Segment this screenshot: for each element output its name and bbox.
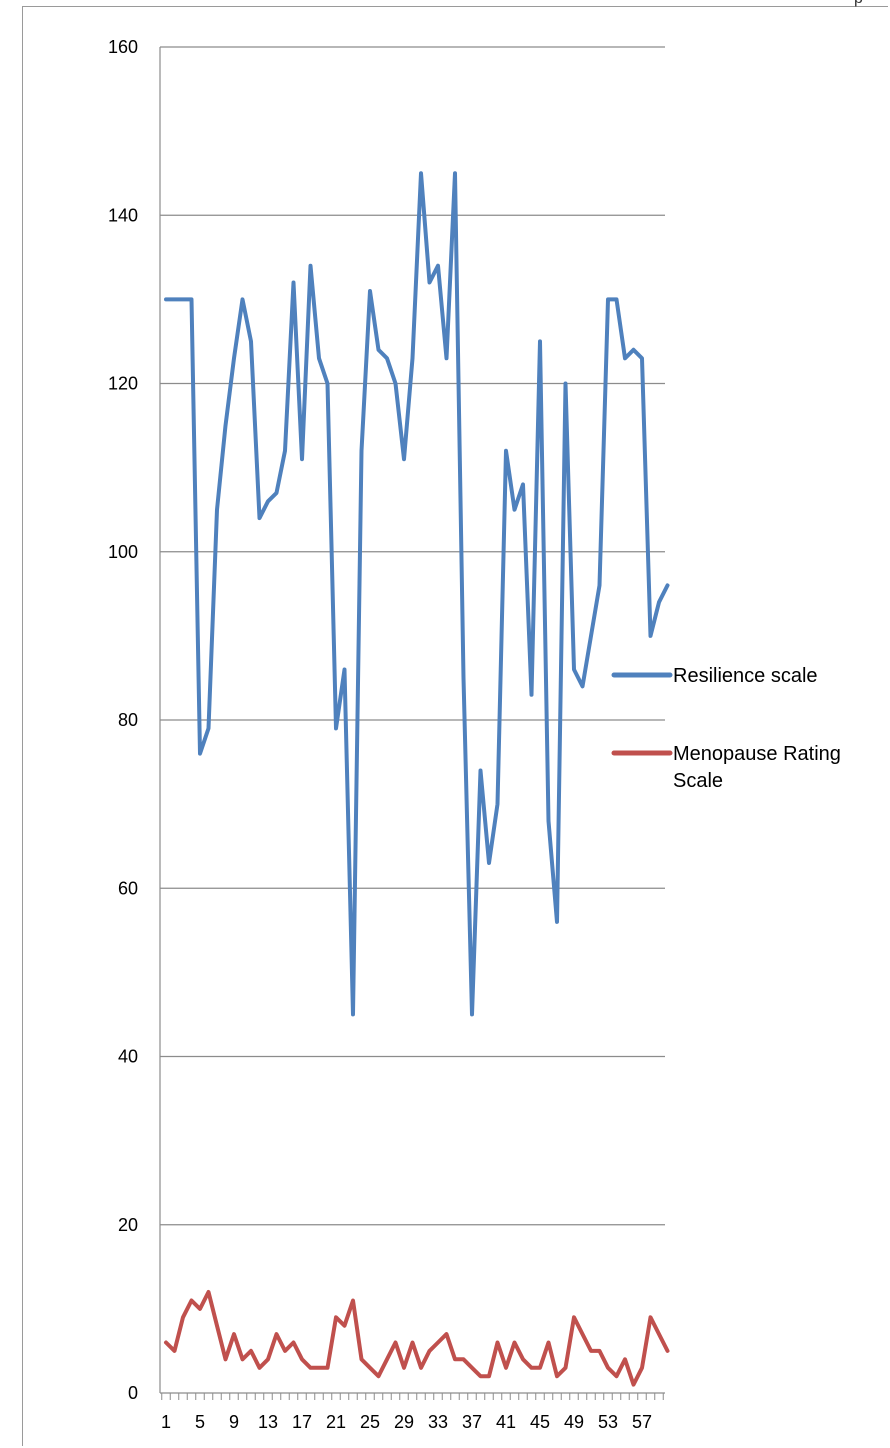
page-corner-fragment: p <box>852 0 872 7</box>
x-tick-label-33: 33 <box>428 1412 448 1432</box>
legend-label-line: Menopause Rating <box>673 743 841 765</box>
y-tick-label-40: 40 <box>118 1047 138 1067</box>
y-tick-label-0: 0 <box>128 1383 138 1403</box>
series-line-menopause-rating-scale <box>164 1290 670 1387</box>
x-tick-label-37: 37 <box>462 1412 482 1432</box>
x-tick-label-49: 49 <box>564 1412 584 1432</box>
y-tick-label-100: 100 <box>108 542 138 562</box>
legend: Resilience scale Menopause Rating Scale <box>611 665 841 792</box>
x-tick-label-57: 57 <box>632 1412 652 1432</box>
y-tick-label-80: 80 <box>118 710 138 730</box>
x-tick-label-5: 5 <box>195 1412 205 1432</box>
x-tick-label-21: 21 <box>326 1412 346 1432</box>
series-lines <box>164 171 670 1387</box>
x-tick-label-13: 13 <box>258 1412 278 1432</box>
x-tick-label-45: 45 <box>530 1412 550 1432</box>
axes <box>159 47 665 1400</box>
legend-label-1: Menopause Rating Scale <box>673 743 841 792</box>
legend-label-line: Resilience scale <box>673 665 818 687</box>
y-tick-label-60: 60 <box>118 878 138 898</box>
corner-glyph: p <box>854 0 863 7</box>
series-line-resilience-scale <box>164 171 670 1017</box>
y-axis-tick-labels: 0 20 40 60 80 100 120 140 160 <box>108 37 138 1403</box>
legend-label-line: Scale <box>673 770 723 792</box>
gridlines <box>160 46 665 1226</box>
x-tick-label-17: 17 <box>292 1412 312 1432</box>
x-tick-label-53: 53 <box>598 1412 618 1432</box>
x-tick-label-9: 9 <box>229 1412 239 1432</box>
y-tick-label-140: 140 <box>108 205 138 225</box>
legend-label-0: Resilience scale <box>673 665 818 687</box>
x-tick-label-25: 25 <box>360 1412 380 1432</box>
x-axis-tick-labels: 1 5 9 13 17 21 25 29 33 37 41 45 49 53 57 <box>161 1412 652 1432</box>
x-tick-label-41: 41 <box>496 1412 516 1432</box>
y-tick-label-20: 20 <box>118 1215 138 1235</box>
y-tick-label-120: 120 <box>108 374 138 394</box>
x-tick-label-1: 1 <box>161 1412 171 1432</box>
chart-frame <box>22 6 888 1446</box>
y-tick-label-160: 160 <box>108 37 138 57</box>
x-tick-label-29: 29 <box>394 1412 414 1432</box>
